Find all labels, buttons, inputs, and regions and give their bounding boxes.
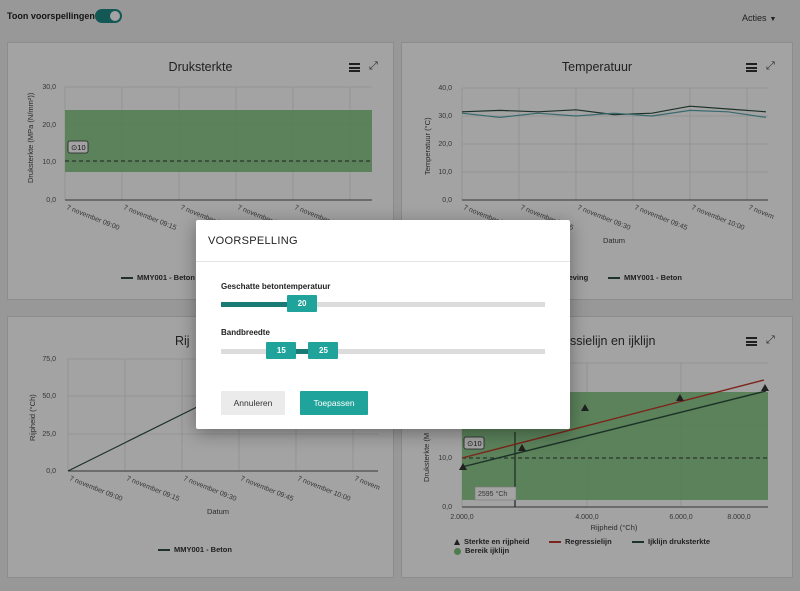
series-line	[461, 105, 767, 116]
modal-divider	[196, 261, 570, 262]
y-tick: 10,0	[438, 455, 452, 462]
legend-label: Bereik ijklijn	[465, 546, 510, 555]
badge-text: ⊙10	[467, 439, 482, 448]
forecast-modal: VOORSPELLING Geschatte betontemperatuur …	[196, 220, 570, 429]
y-tick: 25,0	[42, 431, 56, 438]
badge-box	[463, 436, 485, 450]
slider-handle-high[interactable]: 25	[308, 342, 339, 359]
y-tick: 0,0	[46, 197, 56, 204]
y-axis-title: Druksterkte (MPa (N/mm²))	[26, 92, 35, 183]
panel-title: Druksterkte	[168, 60, 233, 74]
x-tick: 6.000,0	[669, 514, 692, 521]
rijpheid-chart: 75,0 50,0 25,0 0,0 Rijpheid (°Ch) 7 nove…	[28, 356, 381, 516]
data-point	[459, 463, 467, 470]
calibration-band	[65, 110, 372, 172]
legend-item[interactable]: Ijklijn druksterkte	[632, 537, 710, 546]
badge-box	[67, 140, 89, 154]
slider-label: Bandbreedte	[221, 328, 270, 337]
top-bar: Toon voorspellingen Acties ▼	[0, 0, 800, 36]
y-axis-title: Druksterkte (M	[422, 433, 431, 482]
y-tick: 0,0	[442, 504, 452, 511]
menu-icon[interactable]	[746, 337, 757, 347]
toggle-label: Toon voorspellingen	[7, 11, 95, 21]
menu-icon[interactable]	[746, 63, 757, 73]
data-point	[676, 394, 684, 401]
x-tick: 8.000,0	[727, 514, 750, 521]
slider-handle-low[interactable]: 15	[266, 342, 297, 359]
series-line	[461, 109, 767, 119]
panel-title: Temperatuur	[561, 60, 633, 74]
legend-label: MMY001 - Beton	[137, 273, 195, 282]
slider-range-fill	[281, 349, 324, 354]
x-tick: 4.000,0	[575, 514, 598, 521]
data-point	[761, 384, 769, 391]
y-axis-title: Temperatuur (°C)	[423, 117, 432, 175]
x-axis-title: Rijpheid (°Ch)	[591, 523, 638, 532]
slider-fill	[221, 302, 290, 307]
legend-label: Regressielijn	[565, 537, 612, 546]
expand-icon[interactable]: ⤢	[766, 334, 775, 346]
legend-label: MMY001 - Beton	[174, 545, 232, 554]
apply-button[interactable]: Toepassen	[300, 391, 368, 415]
cancel-button[interactable]: Annuleren	[221, 391, 285, 415]
data-point	[581, 404, 589, 411]
y-tick: 30,0	[42, 84, 56, 91]
actions-menu[interactable]: Acties ▼	[742, 13, 776, 23]
legend-item[interactable]: Regressielijn	[549, 537, 612, 546]
legend-item[interactable]: Sterkte en rijpheid	[454, 537, 529, 546]
y-tick: 20,0	[42, 122, 56, 129]
marker-label-box	[474, 486, 517, 501]
predictions-toggle[interactable]	[95, 9, 122, 23]
y-axis-title: Rijpheid (°Ch)	[28, 394, 37, 441]
slider-handle[interactable]: 20	[287, 295, 318, 312]
badge-text: ⊙10	[71, 143, 86, 152]
temperature-slider[interactable]: 20	[221, 295, 545, 312]
legend-label: Sterkte en rijpheid	[464, 537, 530, 546]
legend-label: MMY001 - Beton	[624, 273, 682, 282]
legend-label: Ijklijn druksterkte	[648, 537, 711, 546]
legend[interactable]: MMY001 - Beton	[158, 545, 232, 554]
y-tick: 10,0	[42, 159, 56, 166]
y-tick: 75,0	[42, 356, 56, 363]
marker-label: 2595 °Ch	[478, 490, 507, 498]
y-tick: 50,0	[42, 393, 56, 400]
series-line	[67, 406, 198, 472]
ijklijn-line	[461, 390, 767, 468]
regression-line	[461, 379, 765, 459]
legend-item[interactable]: geving	[564, 273, 588, 282]
legend[interactable]: MMY001 - Beton	[121, 273, 195, 282]
x-axis-title: Datum	[207, 507, 229, 516]
panel-title: ssielijn en ijklijn	[570, 334, 656, 348]
modal-title: VOORSPELLING	[208, 235, 298, 247]
expand-icon[interactable]: ⤢	[766, 60, 775, 72]
legend-item[interactable]: Bereik ijklijn	[454, 546, 509, 555]
actions-label: Acties	[742, 13, 767, 23]
caret-down-icon: ▼	[769, 16, 777, 23]
x-axis-title: Datum	[603, 236, 625, 245]
toggle-knob	[110, 11, 120, 21]
expand-icon[interactable]: ⤢	[369, 60, 378, 72]
y-tick: 30,0	[438, 113, 452, 120]
menu-icon[interactable]	[349, 63, 360, 73]
temperatuur-chart: 40,0 30,0 20,0 10,0 0,0 Temperatuur (°C)…	[423, 85, 775, 245]
slider-label: Geschatte betontemperatuur	[221, 282, 331, 291]
y-tick: 20,0	[438, 141, 452, 148]
legend-label: geving	[564, 273, 589, 282]
panel-title: Rij	[175, 334, 190, 348]
y-tick: 0,0	[46, 468, 56, 475]
y-tick: 0,0	[442, 197, 452, 204]
y-tick: 40,0	[438, 85, 452, 92]
bandwidth-slider[interactable]: 15 25	[221, 342, 545, 359]
legend-item[interactable]: MMY001 - Beton	[608, 273, 682, 282]
data-point	[518, 444, 526, 451]
y-tick: 10,0	[438, 169, 452, 176]
x-tick: 2.000,0	[450, 514, 473, 521]
